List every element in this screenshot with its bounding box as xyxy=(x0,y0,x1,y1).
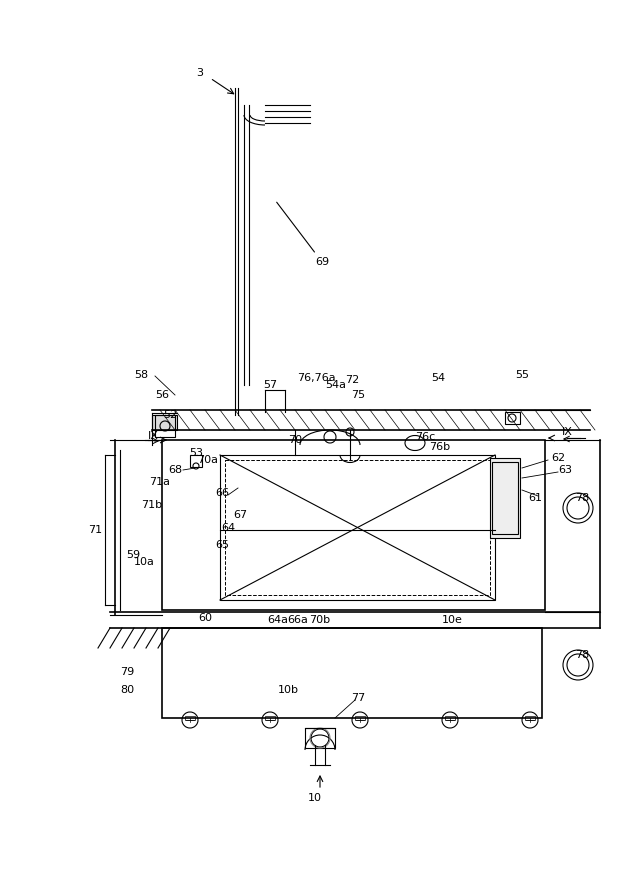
Text: 65: 65 xyxy=(215,540,229,550)
Bar xyxy=(492,462,518,534)
Text: 57: 57 xyxy=(263,380,277,390)
Text: 77: 77 xyxy=(351,693,365,703)
Text: 61: 61 xyxy=(528,493,542,503)
Text: 68: 68 xyxy=(168,465,182,475)
Text: 71b: 71b xyxy=(141,500,163,510)
Text: 10b: 10b xyxy=(278,685,298,695)
Text: 55: 55 xyxy=(515,370,529,380)
Bar xyxy=(190,455,202,467)
Bar xyxy=(225,460,490,595)
Bar xyxy=(162,628,542,718)
Text: 70: 70 xyxy=(288,435,302,445)
Bar xyxy=(355,716,365,720)
Text: 64: 64 xyxy=(221,523,235,533)
Text: 70a: 70a xyxy=(198,455,218,465)
Bar xyxy=(305,728,335,748)
Text: 67: 67 xyxy=(233,510,247,520)
Text: 78: 78 xyxy=(575,650,589,660)
Text: 69: 69 xyxy=(276,202,329,267)
Text: 10a: 10a xyxy=(134,557,154,567)
Text: 63: 63 xyxy=(558,465,572,475)
Text: 54a: 54a xyxy=(326,380,346,390)
Text: IX: IX xyxy=(561,427,572,437)
Text: 10: 10 xyxy=(308,793,322,803)
Text: IX: IX xyxy=(148,431,159,441)
Bar xyxy=(185,716,195,720)
Text: 3: 3 xyxy=(196,68,204,78)
Bar xyxy=(445,716,455,720)
Bar xyxy=(220,455,495,600)
Text: 70b: 70b xyxy=(309,615,331,625)
Text: 54: 54 xyxy=(431,373,445,383)
Text: 66: 66 xyxy=(215,488,229,498)
Text: 80: 80 xyxy=(120,685,134,695)
Text: 76b: 76b xyxy=(429,442,451,452)
Text: 79: 79 xyxy=(120,667,134,677)
Text: 76c: 76c xyxy=(415,432,435,442)
Bar xyxy=(162,440,545,610)
Bar xyxy=(155,415,175,437)
Bar xyxy=(152,415,177,430)
Text: 52: 52 xyxy=(163,410,177,420)
Text: 76,76a: 76,76a xyxy=(297,373,335,383)
Bar xyxy=(490,458,520,538)
Text: 75: 75 xyxy=(351,390,365,400)
Text: 60: 60 xyxy=(198,613,212,623)
Text: 62: 62 xyxy=(551,453,565,463)
Text: 72: 72 xyxy=(345,375,359,385)
Text: 71a: 71a xyxy=(150,477,170,487)
Text: 58: 58 xyxy=(134,370,148,380)
Bar xyxy=(525,716,535,720)
Bar xyxy=(265,716,275,720)
Text: 71: 71 xyxy=(88,525,102,535)
Text: 53: 53 xyxy=(189,448,203,458)
Text: 59: 59 xyxy=(126,550,140,560)
Text: 56: 56 xyxy=(155,390,169,400)
Text: 64a: 64a xyxy=(268,615,289,625)
Text: 10e: 10e xyxy=(442,615,463,625)
Text: 78: 78 xyxy=(575,493,589,503)
Bar xyxy=(505,412,520,424)
Text: 66a: 66a xyxy=(287,615,308,625)
